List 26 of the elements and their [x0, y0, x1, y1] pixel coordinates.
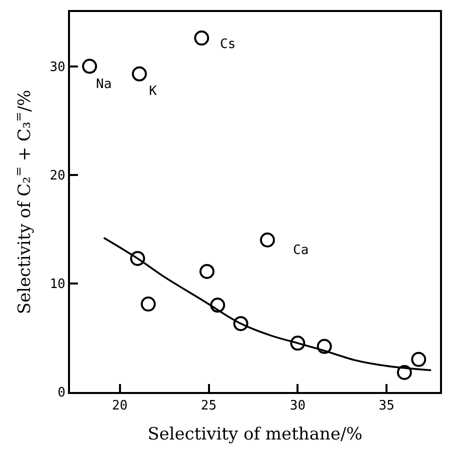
point: [396, 364, 412, 380]
x-tick-label: 30: [290, 398, 306, 414]
point: [210, 298, 226, 313]
point: [194, 30, 210, 46]
point: [130, 250, 146, 266]
point: [233, 316, 248, 332]
point: [260, 232, 275, 248]
point: [140, 296, 156, 312]
annotation: K: [149, 84, 157, 99]
point: [82, 58, 98, 74]
y-tick-label: 0: [58, 386, 66, 401]
x-tick-label: 20: [112, 398, 128, 414]
y-tick-label: 30: [50, 60, 66, 75]
point: [316, 338, 332, 354]
point: [290, 336, 306, 351]
point: [411, 352, 426, 367]
x-tick-label: 35: [378, 398, 394, 414]
x-tick-label: 25: [200, 398, 217, 414]
y-tick-label: 10: [50, 276, 66, 292]
y-tick-label: 20: [50, 168, 66, 184]
annotation: Cs: [220, 37, 236, 52]
annotation: Ca: [293, 243, 309, 258]
annotation: Na: [96, 77, 112, 92]
point: [132, 66, 147, 82]
x-axis-title: Selectivity of methane/%: [148, 424, 362, 444]
point: [199, 264, 214, 279]
